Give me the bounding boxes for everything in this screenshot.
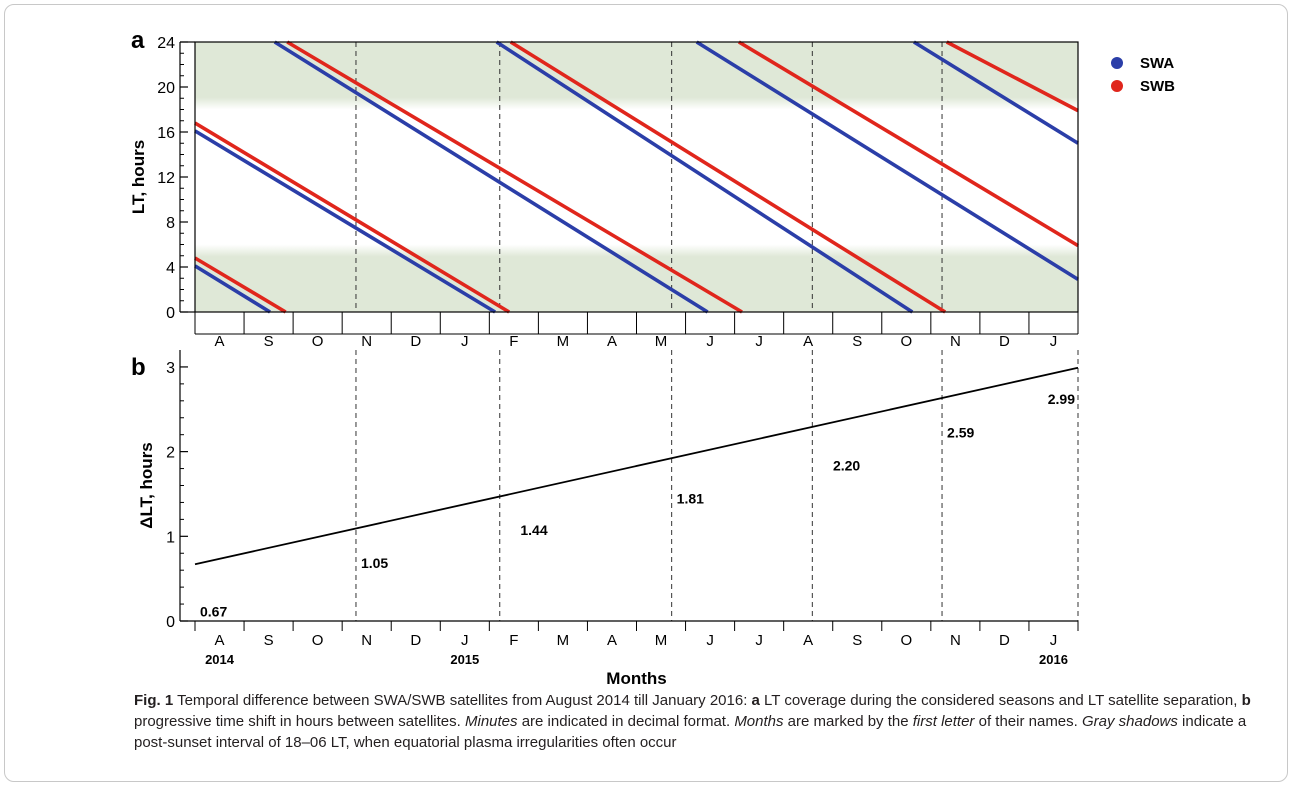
figure-caption: Fig. 1 Temporal difference between SWA/S… — [134, 690, 1264, 753]
series-swa-segment-5 — [912, 40, 1079, 145]
panel-b-annotation-3: 1.81 — [677, 491, 704, 507]
series-swa-segment-3 — [495, 40, 914, 314]
panel-b-month-label-5: J — [461, 632, 469, 649]
panel-b-month-label-8: A — [607, 632, 617, 649]
caption-segment-9: first letter — [912, 713, 975, 730]
panel-a-ytick-label-20: 20 — [157, 80, 175, 97]
panel-a-month-label-10: J — [706, 333, 714, 350]
caption-segment-5: Minutes — [465, 713, 518, 730]
series-swa-segment-1 — [194, 129, 496, 314]
series-swb-segment-1 — [194, 121, 511, 314]
panel-b-year-label-2015: 2015 — [450, 652, 479, 667]
panel-a-month-label-6: F — [509, 333, 518, 350]
panel-a-label: a — [131, 27, 145, 54]
panel-a-ytick-label-12: 12 — [157, 170, 175, 187]
panel-a-month-label-17: J — [1050, 333, 1058, 350]
panel-b-month-label-0: A — [215, 632, 225, 649]
series-swa-segment-2 — [273, 40, 709, 314]
caption-segment-11: Gray shadows — [1082, 713, 1178, 730]
panel-b-ytick-label-2: 2 — [166, 445, 175, 462]
panel-b-month-label-10: J — [706, 632, 714, 649]
panel-a-month-label-5: J — [461, 333, 469, 350]
panel-b-annotation-4: 2.20 — [833, 458, 860, 474]
caption-segment-4: progressive time shift in hours between … — [134, 713, 465, 730]
panel-b-annotation-1: 1.05 — [361, 555, 388, 571]
panel-b-month-label-13: S — [852, 632, 862, 649]
panel-b-year-label-2014: 2014 — [205, 652, 235, 667]
panel-a-ytick-label-16: 16 — [157, 125, 175, 142]
panel-b-annotation-0: 0.67 — [200, 603, 227, 619]
series-swb-segment-4 — [737, 40, 1079, 248]
panel-b-year-label-2016: 2016 — [1039, 652, 1068, 667]
series-swb-segment-5 — [945, 40, 1079, 113]
panel-a-month-label-2: O — [312, 333, 324, 350]
panel-b-month-label-9: M — [655, 632, 668, 649]
panel-b-xlabel: Months — [606, 669, 666, 688]
panel-a-month-label-3: N — [361, 333, 372, 350]
panel-b-month-label-4: D — [410, 632, 421, 649]
caption-segment-1: a — [751, 692, 760, 709]
panel-b-annotation-2: 1.44 — [520, 522, 547, 538]
panel-b-month-label-17: J — [1050, 632, 1058, 649]
panel-b-ytick-label-0: 0 — [166, 614, 175, 631]
legend-marker-swa — [1111, 57, 1123, 69]
caption-segment-6: are indicated in decimal format. — [517, 713, 735, 730]
panel-b-month-label-11: J — [755, 632, 763, 649]
panel-a-ytick-label-24: 24 — [157, 35, 175, 52]
panel-b-annotation-5: 2.59 — [947, 425, 974, 441]
panel-a-month-label-1: S — [264, 333, 274, 350]
panel-a-month-label-4: D — [410, 333, 421, 350]
panel-a-month-label-13: S — [852, 333, 862, 350]
caption-segment-3: b — [1241, 692, 1251, 709]
panel-b-month-label-1: S — [264, 632, 274, 649]
series-swa-segment-4 — [695, 40, 1079, 281]
panel-a-month-label-9: M — [655, 333, 668, 350]
series-swb-segment-2 — [286, 40, 743, 314]
figure-frame — [4, 4, 1288, 782]
panel-b-delta-line — [194, 366, 1079, 566]
caption-segment-8: are marked by the — [783, 713, 913, 730]
caption-segment-0: Temporal difference between SWA/SWB sate… — [173, 692, 752, 709]
caption-segment-2: LT coverage during the considered season… — [759, 692, 1242, 709]
caption-body: Temporal difference between SWA/SWB sate… — [134, 692, 1251, 751]
panel-b-ytick-label-1: 1 — [166, 529, 175, 546]
panel-b-month-label-16: D — [999, 632, 1010, 649]
panel-a-month-label-7: M — [557, 333, 570, 350]
panel-a-month-label-16: D — [999, 333, 1010, 350]
legend-label-swb: SWB — [1140, 78, 1175, 95]
panel-b-month-label-12: A — [803, 632, 813, 649]
panel-a-ylabel: LT, hours — [129, 140, 148, 214]
panel-b-ylabel: ΔLT, hours — [137, 442, 156, 529]
panel-b-ytick-label-3: 3 — [166, 360, 175, 377]
panel-b-month-label-2: O — [312, 632, 324, 649]
legend-label-swa: SWA — [1140, 55, 1174, 72]
caption-segment-10: of their names. — [974, 713, 1082, 730]
panel-a-month-label-11: J — [755, 333, 763, 350]
panel-a-month-label-12: A — [803, 333, 813, 350]
panel-b-month-label-3: N — [361, 632, 372, 649]
panel-a-month-label-8: A — [607, 333, 617, 350]
panel-a-ytick-label-4: 4 — [166, 260, 175, 277]
series-swa-segment-0 — [194, 264, 271, 314]
panel-b-month-label-15: N — [950, 632, 961, 649]
panel-a-month-label-0: A — [215, 333, 225, 350]
series-swb-segment-0 — [194, 256, 287, 314]
caption-label: Fig. 1 — [134, 692, 174, 709]
caption-segment-12: indicate a post-sunset interval of 18–06… — [134, 713, 1247, 751]
panel-b-month-label-6: F — [509, 632, 518, 649]
panel-b-month-label-14: O — [900, 632, 912, 649]
shaded-band-0 — [195, 244, 1078, 312]
caption-segment-7: Months — [734, 713, 784, 730]
panel-b-annotation-6: 2.99 — [1048, 391, 1075, 407]
panel-b-label: b — [131, 354, 146, 381]
panel-a-month-label-14: O — [900, 333, 912, 350]
panel-a-ytick-label-8: 8 — [166, 215, 175, 232]
panel-a-ytick-label-0: 0 — [166, 305, 175, 322]
series-swb-segment-3 — [509, 40, 947, 314]
panel-b-month-label-7: M — [557, 632, 570, 649]
legend-marker-swb — [1111, 80, 1123, 92]
panel-a-month-label-15: N — [950, 333, 961, 350]
